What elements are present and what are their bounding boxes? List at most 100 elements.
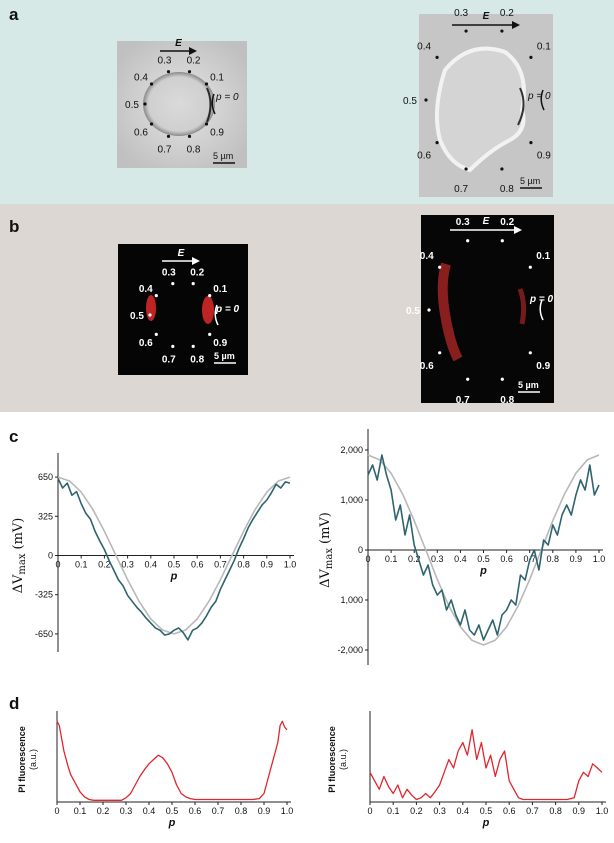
field-arrowhead-1 — [512, 21, 520, 29]
perimeter-label-3-3: 0.3 — [456, 217, 470, 228]
fluorescence-image-b — [118, 215, 554, 403]
chart-c-right: 0 0.1 0.2 0.3 0.4 0.5 0.6 0.7 0.8 0.9 1.0p2,0001,0… — [318, 429, 605, 665]
perimeter-point-2-4 — [154, 294, 158, 298]
perimeter-point-3-9 — [528, 351, 532, 355]
p-zero-label-2: p = 0 — [215, 304, 240, 315]
x-tick-label-7: 0.7 — [212, 806, 225, 816]
x-tick-label-2: 0.2 — [410, 806, 423, 816]
perimeter-point-2-5 — [148, 313, 152, 317]
y-axis-label-text: ΔVmax (mV) — [11, 518, 28, 594]
perimeter-label-0-8: 0.8 — [187, 145, 201, 156]
y-label-sub: max — [17, 553, 28, 574]
perimeter-label-3-8: 0.8 — [500, 395, 514, 406]
perimeter-label-1-5: 0.5 — [403, 96, 417, 107]
y-label-main: PI fluorescence — [327, 726, 337, 793]
y-label-main: ΔV — [11, 574, 26, 593]
field-label-0: E — [175, 38, 182, 49]
perimeter-annotations: E0.10.20.30.40.50.60.7 0.80.9p = 05 µmE0.… — [125, 8, 554, 406]
x-tick-label-4: 0.4 — [145, 560, 158, 570]
perimeter-label-3-1: 0.1 — [536, 251, 550, 262]
perimeter-point-0-9 — [204, 122, 209, 126]
y-axis-label-text: ΔVmax (mV) — [318, 512, 335, 588]
perimeter-point-1-7 — [464, 167, 468, 171]
x-tick-label-10: 1.0 — [284, 560, 297, 570]
panel-label-c: c — [9, 427, 19, 446]
x-tick-label-8: 0.8 — [547, 554, 560, 564]
y-label-unit: (mV) — [318, 512, 333, 544]
x-tick-label-7: 0.7 — [214, 560, 227, 570]
x-tick-label-9: 0.9 — [258, 806, 271, 816]
p-zero-label-0: p = 0 — [215, 92, 239, 103]
perimeter-point-0-7 — [166, 134, 171, 138]
x-tick-label-9: 0.9 — [570, 554, 583, 564]
cell-image-a-left — [117, 14, 553, 197]
x-tick-label-10: 1.0 — [596, 806, 609, 816]
x-tick-label-10: 1.0 — [281, 806, 294, 816]
series-measured-line — [367, 454, 600, 641]
x-tick-label-5: 0.5 — [166, 806, 179, 816]
perimeter-label-2-4: 0.4 — [139, 284, 153, 295]
perimeter-label-0-5: 0.5 — [125, 100, 139, 111]
perimeter-point-0-4 — [149, 82, 154, 86]
x-tick-label-7: 0.7 — [526, 806, 539, 816]
perimeter-label-3-2: 0.2 — [500, 217, 514, 228]
y-tick-label-3: 1,000 — [340, 595, 363, 605]
panel-label-b: b — [9, 217, 20, 236]
perimeter-label-3-7: 0.7 — [456, 395, 470, 406]
perimeter-label-1-4: 0.4 — [417, 42, 431, 53]
x-tick-label-5: 0.5 — [168, 560, 181, 570]
panel-label-d: d — [9, 694, 20, 713]
perimeter-label-3-6: 0.6 — [420, 361, 434, 372]
p-zero-label-3: p = 0 — [529, 294, 554, 305]
x-axis-label: p — [479, 565, 487, 577]
perimeter-point-1-8 — [500, 167, 504, 171]
x-tick-label-8: 0.8 — [237, 560, 250, 570]
y-tick-label-1: 325 — [38, 511, 53, 521]
series-fit-line — [57, 476, 291, 635]
series-fit-line — [367, 454, 600, 646]
perimeter-point-3-6 — [438, 351, 442, 355]
perimeter-label-1-6: 0.6 — [417, 150, 431, 161]
p-zero-arrow-2 — [214, 304, 219, 326]
x-tick-label-6: 0.6 — [191, 560, 204, 570]
p-zero-label-1: p = 0 — [527, 91, 551, 102]
perimeter-point-2-3 — [171, 282, 175, 286]
x-tick-label-4: 0.4 — [454, 554, 467, 564]
perimeter-point-2-6 — [154, 332, 158, 336]
field-label-3: E — [483, 216, 490, 227]
x-tick-label-5: 0.5 — [477, 554, 490, 564]
x-tick-label-0: 0 — [55, 560, 60, 570]
x-tick-label-5: 0.5 — [480, 806, 493, 816]
perimeter-label-2-8: 0.8 — [190, 355, 204, 366]
panel-a: a — [0, 0, 614, 204]
y-tick-label-4: -650 — [35, 629, 53, 639]
perimeter-point-1-2 — [500, 29, 504, 33]
y-tick-label-3: -325 — [35, 590, 53, 600]
perimeter-label-3-5: 0.5 — [406, 306, 420, 317]
series-PI-line — [369, 729, 603, 801]
y-axis-label: PI fluorescence (a.u.) — [327, 726, 348, 793]
perimeter-label-0-4: 0.4 — [134, 72, 148, 83]
x-tick-label-2: 0.2 — [97, 806, 110, 816]
x-tick-label-8: 0.8 — [235, 806, 248, 816]
perimeter-label-0-1: 0.1 — [210, 72, 224, 83]
p-zero-arrow-1 — [540, 89, 545, 111]
perimeter-point-1-4 — [435, 55, 439, 59]
y-tick-label-2: 0 — [358, 545, 363, 555]
x-tick-label-9: 0.9 — [261, 560, 274, 570]
perimeter-label-2-7: 0.7 — [162, 355, 176, 366]
x-tick-label-3: 0.3 — [120, 806, 133, 816]
y-tick-label-1: 1,000 — [340, 495, 363, 505]
panel-b: b — [0, 204, 614, 412]
perimeter-label-0-6: 0.6 — [134, 128, 148, 139]
x-tick-label-1: 0.1 — [75, 560, 88, 570]
perimeter-point-1-9 — [529, 141, 533, 145]
perimeter-label-2-2: 0.2 — [190, 267, 204, 278]
perimeter-label-2-1: 0.1 — [213, 284, 227, 295]
y-label-sub: max — [324, 548, 335, 569]
perimeter-point-0-5 — [143, 102, 147, 106]
perimeter-point-3-3 — [466, 239, 470, 243]
y-label-unit: (a.u.) — [28, 749, 38, 770]
perimeter-label-2-5: 0.5 — [130, 311, 144, 322]
perimeter-label-3-9: 0.9 — [536, 361, 550, 372]
